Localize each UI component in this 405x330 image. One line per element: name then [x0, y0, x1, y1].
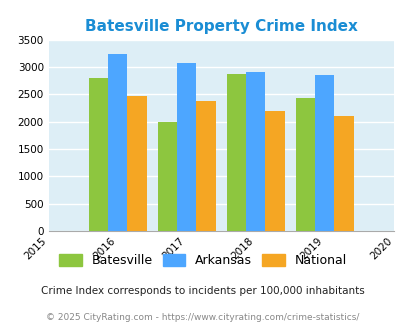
Bar: [314, 75, 334, 231]
Bar: [89, 78, 108, 231]
Title: Batesville Property Crime Index: Batesville Property Crime Index: [85, 19, 357, 34]
Bar: [177, 63, 196, 231]
Bar: [295, 98, 314, 231]
Bar: [226, 74, 245, 231]
Bar: [334, 116, 353, 231]
Text: © 2025 CityRating.com - https://www.cityrating.com/crime-statistics/: © 2025 CityRating.com - https://www.city…: [46, 313, 359, 322]
Bar: [245, 72, 265, 231]
Legend: Batesville, Arkansas, National: Batesville, Arkansas, National: [55, 250, 350, 271]
Bar: [158, 122, 177, 231]
Text: Crime Index corresponds to incidents per 100,000 inhabitants: Crime Index corresponds to incidents per…: [41, 286, 364, 296]
Bar: [108, 54, 127, 231]
Bar: [196, 101, 215, 231]
Bar: [265, 111, 284, 231]
Bar: [127, 96, 146, 231]
